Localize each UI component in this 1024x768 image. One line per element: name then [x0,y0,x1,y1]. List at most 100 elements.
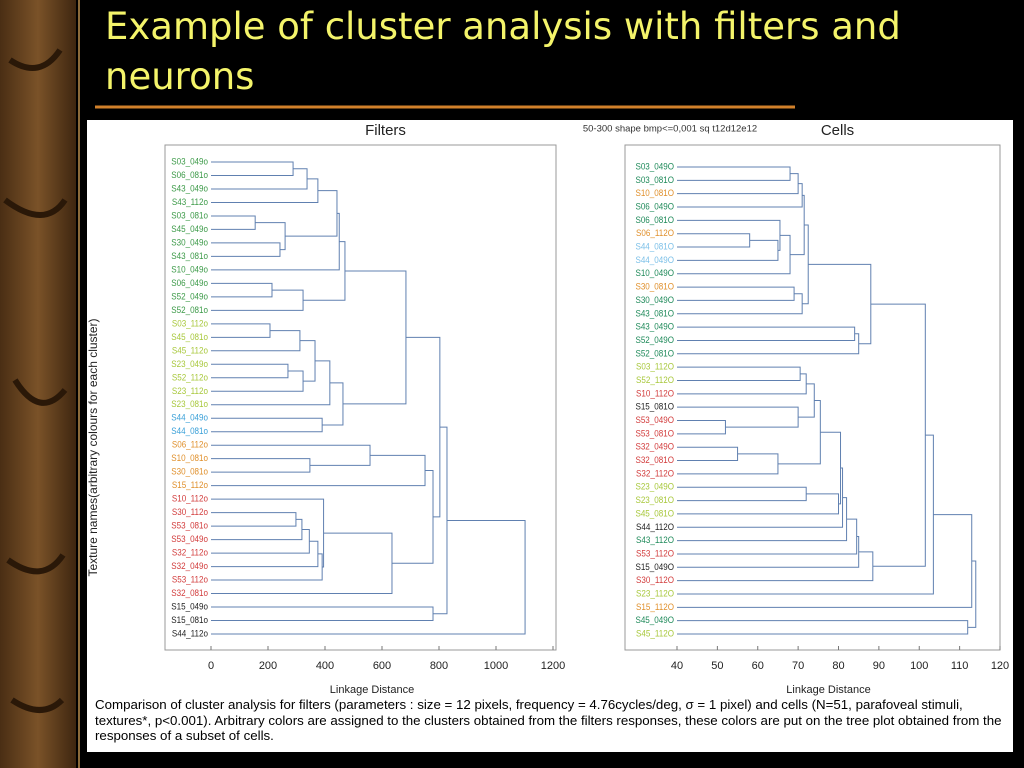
leaf-label: S10_112O [636,388,674,399]
leaf-label: S03_112O [636,361,674,372]
x-tick-label: 40 [671,660,683,672]
leaf-label: S52_049O [635,334,674,345]
leaf-label: S10_081O [635,188,674,199]
x-tick-label: 100 [910,660,928,672]
leaf-label: S44_081o [171,426,208,437]
x-tick-label: 1000 [484,660,508,672]
leaf-label: S15_112o [172,480,208,491]
leaf-label: S44_049O [635,254,674,265]
leaf-label: S15_049o [171,601,208,612]
dendrogram-link [790,194,805,256]
leaf-label: S52_049o [171,291,208,302]
x-tick-label: 90 [873,660,885,672]
leaf-label: S23_112O [636,588,674,599]
leaf-label: S45_112o [172,345,208,356]
leaf-label: S30_081o [171,466,208,477]
wood-border [0,0,76,768]
leaf-label: S44_112O [636,521,674,532]
leaf-label: S32_081o [171,587,208,598]
leaf-label: S32_081O [635,454,674,465]
x-tick-label: 800 [430,660,448,672]
leaf-label: S32_112o [172,547,208,558]
leaf-label: S06_049O [635,201,674,212]
leaf-label: S23_112o [172,385,208,396]
x-tick-label: 400 [316,660,334,672]
dendrogram-link [211,519,526,635]
dendrogram-link [777,400,821,465]
leaf-label: S03_049O [635,161,674,172]
leaf-label: S23_081O [635,494,674,505]
leaf-label: S53_081O [635,428,674,439]
leaf-label: S10_112o [172,493,208,504]
leaf-label: S43_081O [635,308,674,319]
leaf-label: S44_112o [172,628,208,639]
x-axis-label: Linkage Distance [330,684,414,696]
figure-caption: Comparison of cluster analysis for filte… [95,697,1002,743]
leaf-label: S45_049O [635,615,674,626]
leaf-label: S15_081O [635,401,674,412]
leaf-label: S53_112O [636,548,674,559]
leaf-label: S43_049o [171,183,208,194]
leaf-label: S15_112O [636,601,674,612]
leaf-label: S44_049o [171,412,208,423]
leaf-label: S30_112O [636,575,674,586]
leaf-label: S44_081O [635,241,674,252]
x-tick-label: 60 [752,660,764,672]
leaf-label: S06_081O [635,214,674,225]
chart-title: Cells [821,122,854,139]
dendrogram-link [677,434,934,595]
leaf-label: S30_049o [171,237,208,248]
x-tick-label: 0 [208,660,214,672]
leaf-label: S30_049O [635,294,674,305]
leaf-label: S45_112O [636,628,674,639]
leaf-label: S03_081o [171,210,208,221]
leaf-label: S06_081o [171,169,208,180]
leaf-label: S10_049O [635,268,674,279]
dendrogram-link [677,467,844,528]
leaf-label: S10_049o [171,264,208,275]
leaf-label: S06_112o [172,439,208,450]
x-tick-label: 120 [991,660,1009,672]
leaf-label: S23_081o [171,399,208,410]
leaf-label: S43_112O [636,534,674,545]
leaf-label: S52_112o [172,372,208,383]
leaf-label: S53_049o [171,533,208,544]
dendrogram-link [967,560,977,628]
leaf-label: S43_049O [635,321,674,332]
dendrogram-link [677,183,803,208]
x-tick-label: 110 [951,660,969,672]
leaf-label: S15_049O [635,561,674,572]
wood-pattern [3,48,68,713]
figure-panel [87,120,1013,752]
dendrogram-link [677,219,781,251]
leaf-label: S23_049o [171,358,208,369]
dendrogram-link [870,303,926,567]
leaf-label: S32_049o [171,560,208,571]
leaf-label: S23_049O [635,481,674,492]
leaf-label: S32_049O [635,441,674,452]
leaf-label: S43_112o [172,196,208,207]
leaf-label: S52_112O [636,374,674,385]
chart-title: Filters [365,122,406,139]
y-axis-label: Texture names(arbitrary colours for each… [86,318,100,576]
leaf-label: S10_081o [171,453,208,464]
dendrogram-link [677,293,803,315]
leaf-label: S45_081O [635,508,674,519]
leaf-label: S30_081O [635,281,674,292]
leaf-label: S53_112o [172,574,208,585]
leaf-label: S03_112o [172,318,208,329]
leaf-label: S06_112O [636,228,674,239]
leaf-label: S45_081o [171,331,208,342]
x-tick-label: 1200 [541,660,565,672]
leaf-label: S53_081o [171,520,208,531]
leaf-label: S03_049o [171,156,208,167]
plot-frame [624,144,1001,651]
plot-frame [164,144,557,651]
x-tick-label: 50 [711,660,723,672]
leaf-label: S52_081o [171,304,208,315]
x-tick-label: 200 [259,660,277,672]
dendrogram-link [677,514,973,608]
chart-subtitle: 50-300 shape bmp<=0,001 sq t12d12e12 [583,124,757,135]
